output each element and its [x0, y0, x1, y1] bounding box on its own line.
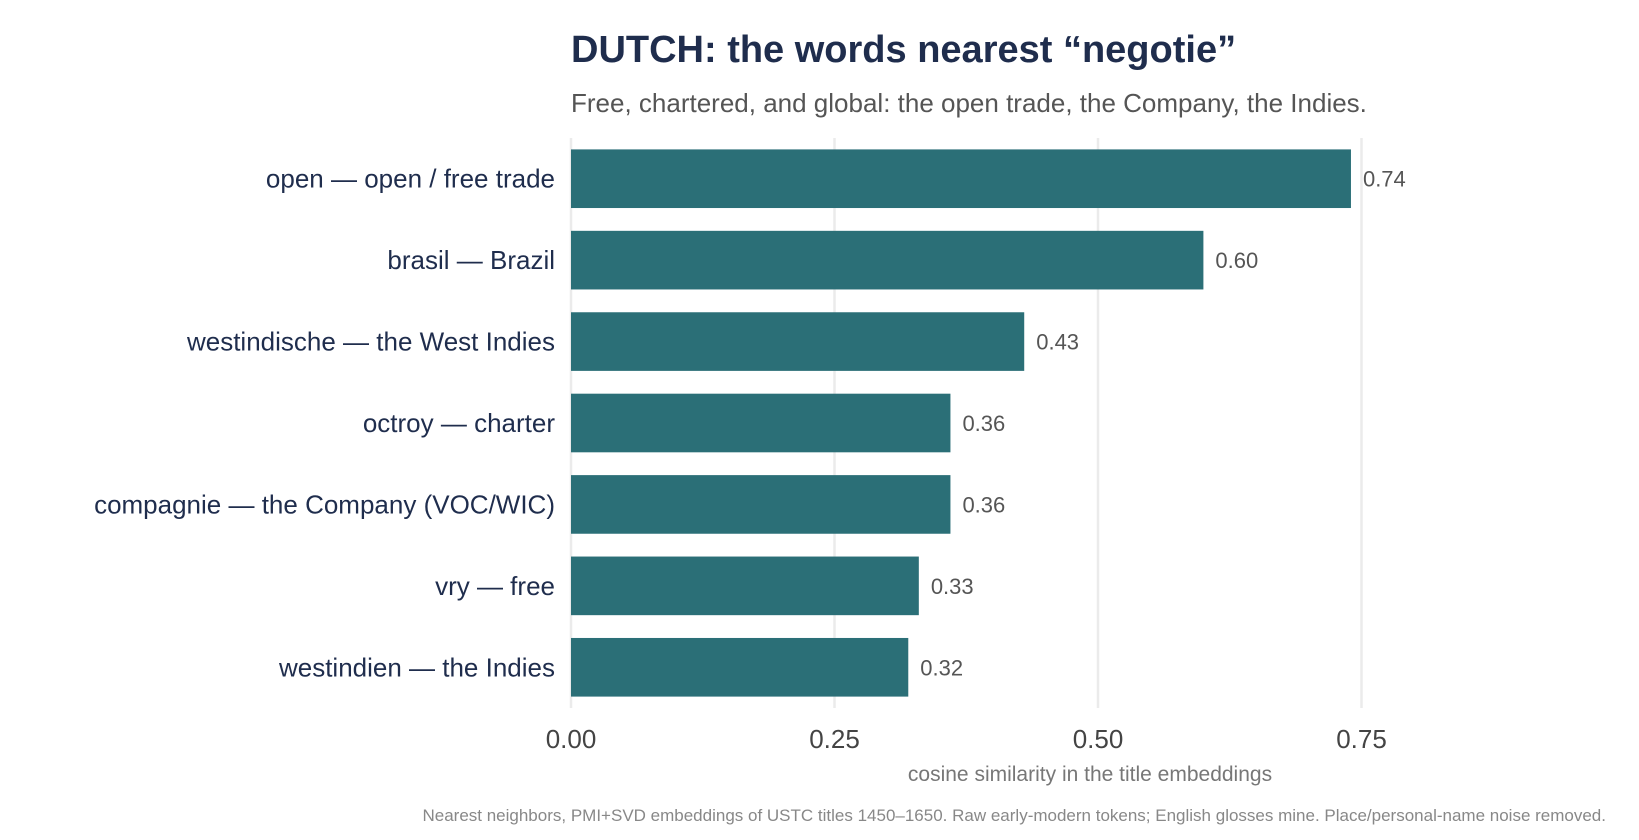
data-label: 0.74: [1363, 167, 1406, 192]
bar: [571, 230, 1204, 290]
x-tick-label: 0.75: [1336, 724, 1387, 754]
bar: [571, 149, 1351, 209]
category-label: vry — free: [435, 571, 555, 601]
x-tick-label: 0.25: [809, 724, 860, 754]
category-labels: open — open / free trade brasil — Brazil w…: [94, 164, 555, 683]
category-label: brasil — Brazil: [387, 245, 555, 275]
category-label: compagnie — the Company (VOC/WIC): [94, 489, 555, 519]
bars: [571, 149, 1351, 697]
category-label: westindien — the Indies: [278, 652, 555, 682]
category-label: octroy — charter: [363, 408, 556, 438]
x-axis-title: cosine similarity in the title embedding…: [908, 763, 1272, 786]
data-label: 0.32: [920, 655, 963, 680]
data-label: 0.43: [1036, 330, 1079, 355]
chart-title: DUTCH: the words nearest “negotie”: [571, 29, 1236, 71]
chart-subtitle: Free, chartered, and global: the open tr…: [571, 88, 1367, 118]
bar: [571, 556, 919, 616]
data-label: 0.60: [1215, 248, 1258, 273]
category-label: westindische — the West Indies: [186, 327, 555, 357]
chart-caption: Nearest neighbors, PMI+SVD embeddings of…: [422, 806, 1606, 825]
bar: [571, 312, 1025, 371]
x-tick-label: 0.50: [1073, 724, 1124, 754]
bar: [571, 475, 951, 534]
category-label: open — open / free trade: [266, 164, 555, 194]
data-label: 0.33: [931, 574, 974, 599]
value-labels: 0.74 0.60 0.43 0.36 0.36 0.33 0.32: [920, 167, 1406, 681]
bar: [571, 393, 951, 453]
bar: [571, 637, 909, 697]
data-label: 0.36: [962, 411, 1005, 436]
data-label: 0.36: [962, 492, 1005, 517]
x-tick-label: 0.00: [546, 724, 597, 754]
x-tick-labels: 0.00 0.25 0.50 0.75: [546, 724, 1387, 754]
